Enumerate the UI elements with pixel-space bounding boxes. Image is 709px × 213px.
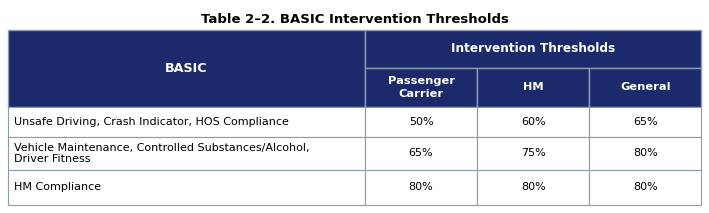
- Text: Passenger
Carrier: Passenger Carrier: [388, 76, 454, 99]
- Text: 80%: 80%: [408, 183, 433, 193]
- Bar: [365, 107, 477, 137]
- Bar: [365, 170, 477, 205]
- Text: 80%: 80%: [633, 148, 657, 158]
- Bar: [477, 137, 589, 170]
- Text: BASIC: BASIC: [165, 62, 208, 75]
- Text: 65%: 65%: [633, 117, 657, 127]
- Bar: [8, 30, 365, 107]
- Bar: [589, 68, 701, 107]
- Text: HM Compliance: HM Compliance: [14, 183, 101, 193]
- Text: 65%: 65%: [408, 148, 433, 158]
- Bar: [589, 107, 701, 137]
- Bar: [589, 137, 701, 170]
- Bar: [8, 137, 365, 170]
- Text: Vehicle Maintenance, Controlled Substances/Alcohol,
Driver Fitness: Vehicle Maintenance, Controlled Substanc…: [14, 142, 310, 164]
- Text: 50%: 50%: [408, 117, 433, 127]
- Bar: [365, 30, 701, 68]
- Bar: [477, 170, 589, 205]
- Text: Table 2–2. BASIC Intervention Thresholds: Table 2–2. BASIC Intervention Thresholds: [201, 13, 508, 26]
- Text: 75%: 75%: [521, 148, 546, 158]
- Text: Intervention Thresholds: Intervention Thresholds: [451, 43, 615, 56]
- Bar: [365, 137, 477, 170]
- Bar: [8, 107, 365, 137]
- Text: General: General: [620, 82, 671, 92]
- Bar: [477, 68, 589, 107]
- Bar: [589, 170, 701, 205]
- Text: 80%: 80%: [521, 183, 546, 193]
- Text: HM: HM: [523, 82, 544, 92]
- Bar: [8, 170, 365, 205]
- Text: 60%: 60%: [521, 117, 546, 127]
- Bar: [365, 68, 477, 107]
- Text: Unsafe Driving, Crash Indicator, HOS Compliance: Unsafe Driving, Crash Indicator, HOS Com…: [14, 117, 289, 127]
- Text: 80%: 80%: [633, 183, 657, 193]
- Bar: [477, 107, 589, 137]
